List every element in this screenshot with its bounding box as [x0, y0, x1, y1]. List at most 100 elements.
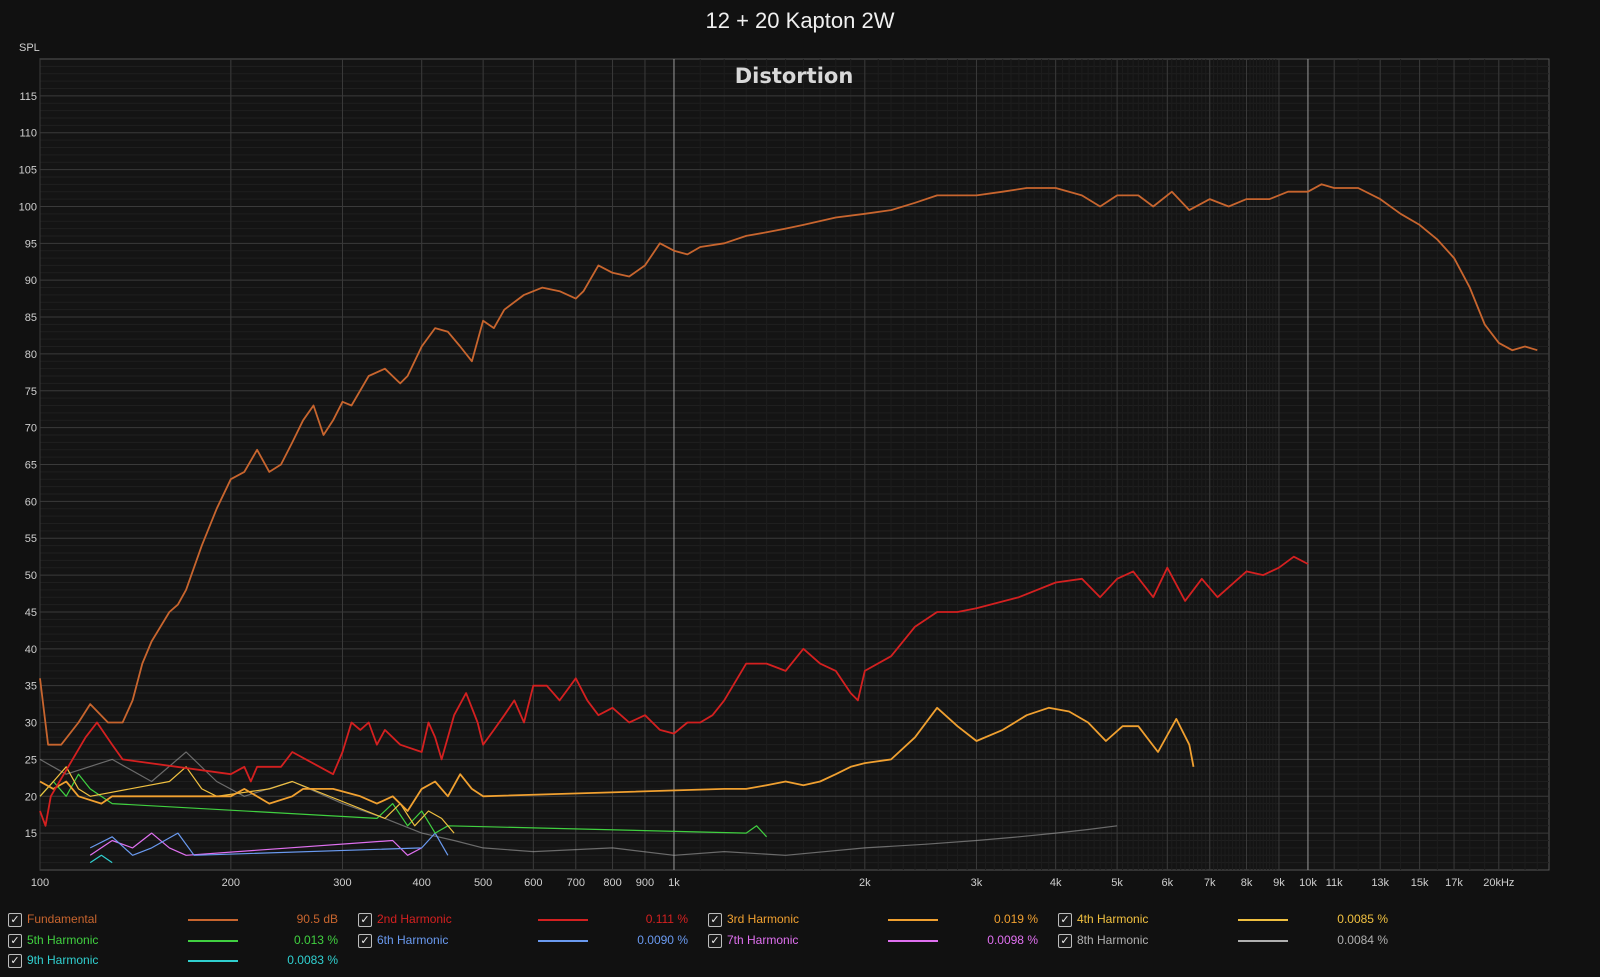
y-tick-label: 100 — [19, 201, 37, 213]
y-tick-label: 20 — [25, 791, 37, 803]
y-tick-label: 40 — [25, 644, 37, 656]
legend-color-swatch — [538, 919, 588, 921]
legend-series-name: 2nd Harmonic — [377, 912, 452, 926]
legend-item[interactable]: ✓ 8th Harmonic 0.0084 % — [1058, 933, 1398, 951]
x-tick-label: 500 — [474, 877, 492, 889]
legend-checkbox[interactable]: ✓ — [8, 954, 22, 968]
chart-subtitle: Distortion — [735, 64, 854, 88]
legend-item[interactable]: ✓ 7th Harmonic 0.0098 % — [708, 933, 1048, 951]
series-line-2nd-harmonic — [39, 555, 1309, 827]
legend-item[interactable]: ✓ 2nd Harmonic 0.111 % — [358, 912, 698, 930]
legend-value: 0.019 % — [993, 912, 1038, 926]
legend-series-name: 4th Harmonic — [1077, 912, 1149, 926]
x-tick-label: 8k — [1241, 877, 1253, 889]
x-tick-label: 200 — [222, 877, 240, 889]
y-tick-label: 50 — [25, 570, 37, 582]
legend-item[interactable]: ✓ 6th Harmonic 0.0090 % — [358, 933, 698, 951]
x-tick-label: 4k — [1050, 877, 1062, 889]
chart-title: 12 + 20 Kapton 2W — [705, 8, 895, 33]
y-tick-label: 55 — [25, 533, 37, 545]
series-lines — [39, 183, 1538, 864]
y-tick-label: 15 — [25, 828, 37, 840]
x-tick-label: 9k — [1273, 877, 1285, 889]
x-tick-label: 7k — [1204, 877, 1216, 889]
legend-series-name: 8th Harmonic — [1077, 933, 1149, 947]
legend-series-name: 3rd Harmonic — [727, 912, 800, 926]
legend-color-swatch — [888, 940, 938, 942]
y-tick-label: 115 — [19, 91, 37, 103]
legend-series-name: 6th Harmonic — [377, 933, 449, 947]
x-tick-label: 400 — [413, 877, 431, 889]
legend-item[interactable]: ✓ 3rd Harmonic 0.019 % — [708, 912, 1048, 930]
y-tick-label: 95 — [25, 238, 37, 250]
legend-color-swatch — [538, 940, 588, 942]
legend-color-swatch — [188, 940, 238, 942]
y-tick-label: 90 — [25, 275, 37, 287]
series-line-6th-harmonic — [89, 832, 449, 856]
legend-item[interactable]: ✓ 9th Harmonic 0.0083 % — [8, 953, 348, 971]
legend: ✓ Fundamental 90.5 dB ✓ 2nd Harmonic 0.111 % ✓… — [0, 912, 1600, 977]
legend-value: 0.0098 % — [987, 933, 1038, 947]
y-tick-label: 60 — [25, 496, 37, 508]
x-tick-label: 10k — [1299, 877, 1317, 889]
y-tick-label: 30 — [25, 718, 37, 730]
legend-series-name: 5th Harmonic — [27, 933, 99, 947]
legend-color-swatch — [888, 919, 938, 921]
legend-checkbox[interactable]: ✓ — [1058, 934, 1072, 948]
legend-series-name: 9th Harmonic — [27, 953, 99, 967]
y-tick-label: 35 — [25, 681, 37, 693]
x-tick-label: 13k — [1371, 877, 1389, 889]
series-line-fundamental — [39, 183, 1538, 746]
series-line-9th-harmonic — [89, 854, 113, 864]
y-tick-label: 110 — [19, 128, 37, 140]
legend-series-name: 7th Harmonic — [727, 933, 799, 947]
legend-checkbox[interactable]: ✓ — [708, 934, 722, 948]
legend-color-swatch — [188, 919, 238, 921]
legend-color-swatch — [1238, 940, 1288, 942]
y-tick-label: 70 — [25, 423, 37, 435]
x-tick-label: 17k — [1445, 877, 1463, 889]
legend-checkbox[interactable]: ✓ — [1058, 913, 1072, 927]
x-tick-label: 1k — [668, 877, 680, 889]
grid-lines — [39, 59, 1549, 870]
x-tick-label: 15k — [1411, 877, 1429, 889]
x-tick-label: 900 — [636, 877, 654, 889]
legend-item[interactable]: ✓ 5th Harmonic 0.013 % — [8, 933, 348, 951]
legend-color-swatch — [188, 960, 238, 962]
series-line-5th-harmonic — [39, 773, 768, 838]
y-tick-label: 65 — [25, 460, 37, 472]
y-tick-label: 25 — [25, 754, 37, 766]
x-tick-label: 600 — [524, 877, 542, 889]
legend-checkbox[interactable]: ✓ — [358, 913, 372, 927]
x-tick-label: 5k — [1111, 877, 1123, 889]
legend-value: 0.013 % — [293, 933, 338, 947]
x-tick-label: 300 — [333, 877, 351, 889]
legend-color-swatch — [1238, 919, 1288, 921]
legend-checkbox[interactable]: ✓ — [8, 934, 22, 948]
legend-checkbox[interactable]: ✓ — [708, 913, 722, 927]
series-line-8th-harmonic — [39, 751, 1118, 856]
legend-value: 0.111 % — [645, 912, 688, 926]
legend-item[interactable]: ✓ 4th Harmonic 0.0085 % — [1058, 912, 1398, 930]
x-tick-label: 2k — [859, 877, 871, 889]
x-tick-label: 700 — [567, 877, 585, 889]
x-tick-label: 3k — [971, 877, 983, 889]
y-tick-label: 80 — [25, 349, 37, 361]
legend-item[interactable]: ✓ Fundamental 90.5 dB — [8, 912, 348, 930]
legend-checkbox[interactable]: ✓ — [8, 913, 22, 927]
legend-value: 0.0083 % — [287, 953, 338, 967]
legend-value: 0.0085 % — [1337, 912, 1388, 926]
y-tick-label: 45 — [25, 607, 37, 619]
x-tick-label: 11k — [1326, 877, 1343, 889]
x-tick-label: 800 — [603, 877, 621, 889]
y-tick-label: 75 — [25, 386, 37, 398]
x-tick-label: 6k — [1161, 877, 1173, 889]
y-axis-label: SPL — [19, 42, 40, 54]
x-tick-label: 100 — [31, 877, 49, 889]
y-tick-label: 105 — [19, 165, 37, 177]
legend-series-name: Fundamental — [27, 912, 98, 926]
legend-checkbox[interactable]: ✓ — [358, 934, 372, 948]
axis-ticks: 15 20 25 30 35 40 45 50 55 60 65 70 75 80 85 90 95 100 105… — [19, 91, 1515, 889]
legend-value: 90.5 dB — [296, 912, 338, 926]
distortion-chart: Distortion 15 20 25 30 35 40 45 50 55 60 65 70 75 80 8… — [19, 58, 1550, 889]
